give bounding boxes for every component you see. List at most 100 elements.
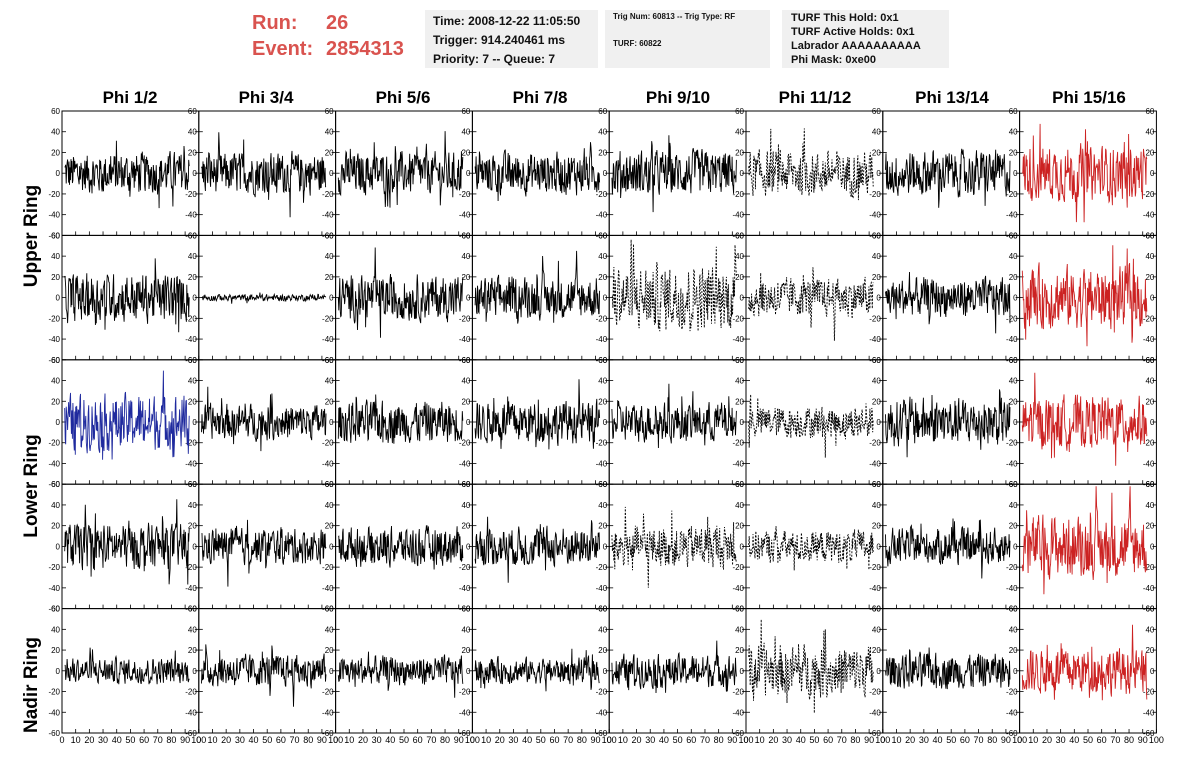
- y-tick-label: -60: [1006, 729, 1018, 738]
- y-tick-label: 0: [603, 169, 608, 178]
- y-tick-label: 0: [56, 418, 61, 427]
- waveform-trace: [611, 239, 737, 332]
- y-tick-label: 60: [598, 605, 607, 614]
- x-tick-label: 0: [333, 735, 338, 745]
- y-tick-label: -20: [1143, 190, 1155, 199]
- y-tick-label: 60: [872, 605, 881, 614]
- y-tick-label: 0: [466, 667, 471, 676]
- waveform-trace: [338, 524, 464, 570]
- x-tick-label: 20: [632, 735, 642, 745]
- y-tick-label: -40: [459, 459, 471, 468]
- y-tick-label: -40: [1006, 459, 1018, 468]
- y-tick-label: 20: [188, 522, 197, 531]
- waveform-trace: [64, 140, 190, 209]
- y-tick-label: 40: [598, 377, 607, 386]
- y-tick-label: 40: [598, 128, 607, 137]
- waveform-trace: [474, 648, 600, 692]
- y-tick-label: 60: [1145, 356, 1154, 365]
- y-tick-label: 20: [461, 646, 470, 655]
- y-tick-label: 20: [872, 273, 881, 282]
- x-tick-label: 50: [536, 735, 546, 745]
- panel-frame: [471, 110, 610, 236]
- y-tick-label: 60: [325, 480, 334, 489]
- y-tick-label: -40: [48, 584, 60, 593]
- y-tick-label: -20: [1143, 439, 1155, 448]
- y-tick-label: 60: [461, 356, 470, 365]
- y-tick-label: 0: [56, 294, 61, 303]
- y-tick-label: -40: [869, 335, 881, 344]
- y-tick-label: 20: [325, 148, 334, 157]
- y-tick-label: -60: [48, 605, 60, 614]
- y-tick-label: 40: [872, 252, 881, 261]
- y-tick-label: 60: [1145, 231, 1154, 240]
- x-tick-label: 10: [344, 735, 354, 745]
- y-tick-label: 60: [325, 107, 334, 116]
- waveform-trace: [1021, 123, 1148, 223]
- waveform-trace: [748, 128, 874, 201]
- y-tick-label: -20: [596, 563, 608, 572]
- y-tick-label: 60: [461, 605, 470, 614]
- y-tick-label: -20: [1006, 563, 1018, 572]
- x-tick-label: 70: [1110, 735, 1120, 745]
- x-tick-label: 20: [768, 735, 778, 745]
- x-tick-label: 90: [591, 735, 601, 745]
- y-tick-label: 0: [1150, 169, 1155, 178]
- y-tick-label: 40: [1009, 128, 1018, 137]
- x-tick-label: 30: [919, 735, 929, 745]
- y-tick-label: 40: [872, 625, 881, 634]
- y-tick-label: 0: [466, 169, 471, 178]
- x-tick-label: 30: [98, 735, 108, 745]
- y-tick-label: 40: [325, 128, 334, 137]
- y-tick-label: 40: [461, 252, 470, 261]
- x-tick-label: 50: [673, 735, 683, 745]
- y-tick-label: 60: [872, 231, 881, 240]
- y-tick-label: 20: [325, 522, 334, 531]
- x-tick-label: 10: [755, 735, 765, 745]
- y-tick-label: 40: [51, 128, 60, 137]
- waveform-trace: [885, 271, 1011, 334]
- y-tick-label: 40: [872, 377, 881, 386]
- y-tick-label: 20: [51, 273, 60, 282]
- y-tick-label: -40: [869, 211, 881, 220]
- x-tick-label: 80: [850, 735, 860, 745]
- waveform-trace: [611, 506, 737, 588]
- x-tick-label: 100: [191, 735, 206, 745]
- y-tick-label: 40: [188, 252, 197, 261]
- y-tick-label: 0: [466, 418, 471, 427]
- y-tick-label: 60: [872, 356, 881, 365]
- waveform-trace: [337, 651, 464, 698]
- y-tick-label: -40: [1143, 211, 1155, 220]
- y-tick-label: -40: [48, 211, 60, 220]
- y-tick-label: -40: [48, 335, 60, 344]
- y-tick-label: -40: [185, 584, 197, 593]
- y-tick-label: -20: [869, 190, 881, 199]
- y-tick-label: -40: [322, 211, 334, 220]
- time-text: Time: 2008-12-22 11:05:50: [433, 14, 581, 28]
- x-tick-label: 90: [317, 735, 327, 745]
- x-tick-label: 40: [796, 735, 806, 745]
- x-tick-label: 80: [440, 735, 450, 745]
- y-tick-label: 0: [740, 542, 745, 551]
- y-tick-label: -20: [322, 439, 334, 448]
- x-tick-label: 60: [1097, 735, 1107, 745]
- x-tick-label: 20: [358, 735, 368, 745]
- y-tick-label: -20: [1143, 688, 1155, 697]
- turf-hold-box: TURF This Hold: 0x1 TURF Active Holds: 0…: [782, 10, 949, 68]
- y-tick-label: -40: [596, 459, 608, 468]
- x-tick-label: 60: [139, 735, 149, 745]
- event-value: 2854313: [326, 38, 404, 60]
- panel-frame: [608, 234, 747, 361]
- y-tick-label: -20: [48, 190, 60, 199]
- y-tick-label: 20: [51, 397, 60, 406]
- x-tick-label: 100: [465, 735, 480, 745]
- x-tick-label: 0: [743, 735, 748, 745]
- y-tick-label: -60: [459, 729, 471, 738]
- x-tick-label: 70: [153, 735, 163, 745]
- phi-mask-text: Phi Mask: 0xe00: [791, 54, 876, 66]
- y-tick-label: 20: [735, 646, 744, 655]
- x-tick-label: 10: [891, 735, 901, 745]
- y-tick-label: 0: [603, 667, 608, 676]
- y-tick-label: 40: [872, 128, 881, 137]
- y-tick-label: 60: [51, 605, 60, 614]
- y-tick-label: 40: [1009, 377, 1018, 386]
